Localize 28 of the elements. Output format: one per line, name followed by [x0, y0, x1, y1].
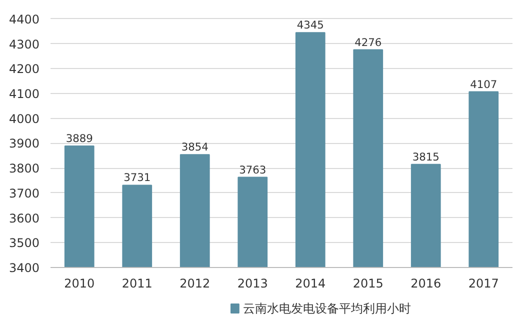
y-tick-label: 3700	[8, 186, 40, 200]
data-label: 4107	[470, 78, 498, 91]
data-label: 4276	[354, 36, 382, 49]
x-tick-label: 2010	[64, 276, 95, 290]
y-tick-label: 4000	[8, 112, 40, 126]
data-label: 3731	[124, 171, 151, 184]
x-tick-label: 2014	[295, 276, 326, 290]
x-tick-label: 2017	[468, 276, 499, 290]
y-tick-label: 4400	[8, 12, 40, 26]
legend-label: 云南水电发电设备平均利用小时	[242, 302, 411, 316]
y-tick-label: 3600	[8, 211, 40, 226]
y-tick-label: 3900	[8, 136, 40, 151]
data-label: 3763	[239, 163, 266, 176]
data-label: 3815	[412, 150, 440, 164]
x-tick-label: 2011	[122, 276, 152, 290]
x-tick-label: 2015	[352, 276, 384, 290]
y-tick-label: 3800	[8, 162, 40, 176]
y-tick-label: 3400	[8, 261, 40, 275]
data-label: 3854	[181, 140, 209, 154]
data-label: 4345	[296, 18, 324, 32]
x-tick-label: 2016	[410, 276, 442, 290]
x-tick-label: 2012	[180, 276, 210, 290]
y-tick-label: 4200	[8, 62, 40, 76]
data-label: 3889	[66, 132, 94, 145]
y-tick-label: 4300	[8, 37, 40, 52]
x-tick-label: 2013	[237, 276, 268, 290]
y-tick-label: 4100	[8, 87, 40, 101]
y-tick-label: 3500	[8, 236, 40, 250]
